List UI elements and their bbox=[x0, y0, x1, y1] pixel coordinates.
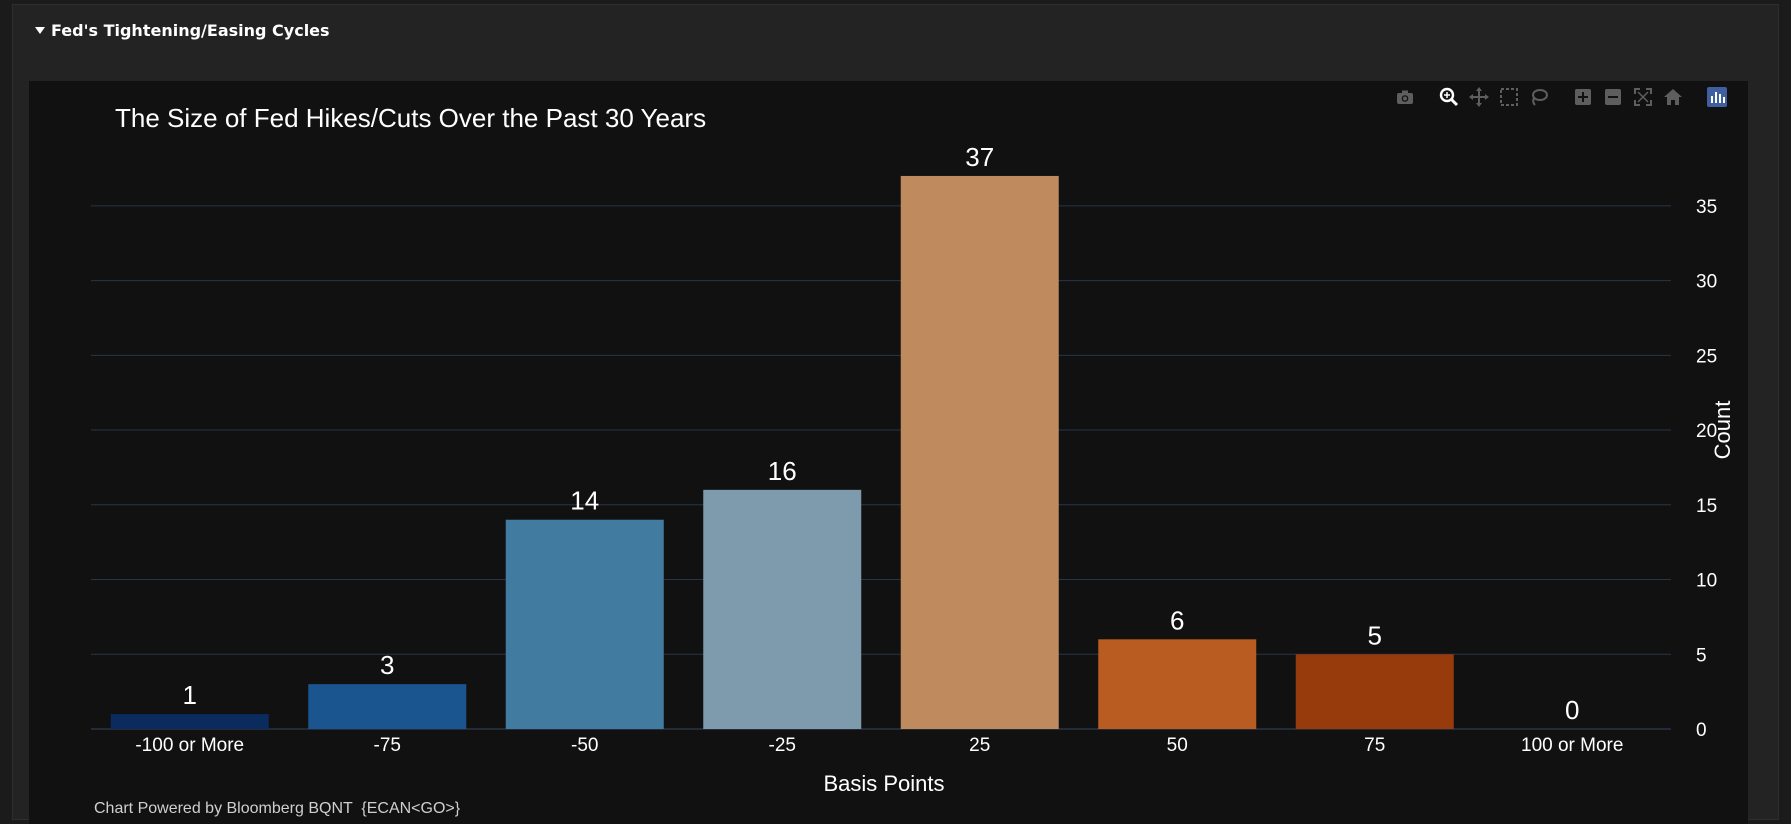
caret-down-icon[interactable] bbox=[35, 27, 45, 34]
zoom-in-icon[interactable] bbox=[1570, 85, 1596, 109]
plot-area[interactable]: The Size of Fed Hikes/Cuts Over the Past… bbox=[29, 81, 1748, 824]
pan-icon[interactable] bbox=[1466, 85, 1492, 109]
reset-axes-icon[interactable] bbox=[1660, 85, 1686, 109]
x-tick-label: 50 bbox=[1167, 735, 1188, 756]
data-label: 6 bbox=[1170, 605, 1184, 635]
x-tick-label: -50 bbox=[571, 735, 598, 756]
lasso-select-icon[interactable] bbox=[1526, 85, 1552, 109]
bar-6[interactable] bbox=[1295, 654, 1454, 729]
bar-0[interactable] bbox=[110, 714, 269, 729]
data-label: 5 bbox=[1368, 620, 1382, 650]
footer-credit: Chart Powered by Bloomberg BQNT {ECAN<GO… bbox=[94, 800, 461, 817]
bar-chart: The Size of Fed Hikes/Cuts Over the Past… bbox=[91, 103, 1735, 817]
zoom-icon[interactable] bbox=[1436, 85, 1462, 109]
y-tick-label: 10 bbox=[1696, 571, 1717, 592]
x-tick-label: 100 or More bbox=[1521, 735, 1623, 756]
zoom-out-icon[interactable] bbox=[1600, 85, 1626, 109]
data-label: 3 bbox=[380, 650, 394, 680]
bar-layer bbox=[110, 175, 1454, 729]
y-tick-label: 5 bbox=[1696, 645, 1707, 666]
data-label: 14 bbox=[570, 486, 599, 516]
bar-1[interactable] bbox=[308, 684, 467, 729]
data-label: 16 bbox=[768, 456, 797, 486]
bar-2[interactable] bbox=[505, 519, 664, 729]
data-label: 37 bbox=[965, 142, 994, 172]
section-header[interactable]: Fed's Tightening/Easing Cycles bbox=[35, 19, 330, 41]
x-tick-label: 25 bbox=[969, 735, 990, 756]
bar-4[interactable] bbox=[900, 175, 1059, 729]
x-axis-title: Basis Points bbox=[823, 771, 944, 796]
label-layer: 0 5 10 15 20 25 30 35 1 -100 or More 3 -75 14 -50 16 -2… bbox=[135, 142, 1717, 756]
data-label: 0 bbox=[1565, 695, 1579, 725]
bar-5[interactable] bbox=[1098, 639, 1257, 729]
grid-layer bbox=[91, 205, 1671, 730]
autoscale-icon[interactable] bbox=[1630, 85, 1656, 109]
y-tick-label: 25 bbox=[1696, 346, 1717, 367]
camera-icon[interactable] bbox=[1392, 85, 1418, 109]
chart-title: The Size of Fed Hikes/Cuts Over the Past… bbox=[115, 103, 706, 133]
section-title: Fed's Tightening/Easing Cycles bbox=[51, 20, 330, 40]
y-tick-label: 20 bbox=[1696, 421, 1717, 442]
x-tick-label: 75 bbox=[1364, 735, 1385, 756]
plotly-logo-icon[interactable] bbox=[1704, 85, 1730, 109]
x-tick-label: -100 or More bbox=[135, 735, 244, 756]
box-select-icon[interactable] bbox=[1496, 85, 1522, 109]
y-axis-title: Count bbox=[1710, 401, 1735, 460]
data-label: 1 bbox=[183, 680, 197, 710]
y-tick-label: 15 bbox=[1696, 496, 1717, 517]
y-tick-label: 0 bbox=[1696, 720, 1707, 741]
modebar bbox=[1392, 85, 1730, 109]
x-tick-label: -25 bbox=[769, 735, 796, 756]
x-tick-label: -75 bbox=[374, 735, 401, 756]
y-tick-label: 35 bbox=[1696, 197, 1717, 218]
bar-3[interactable] bbox=[703, 489, 862, 729]
y-tick-label: 30 bbox=[1696, 272, 1717, 293]
